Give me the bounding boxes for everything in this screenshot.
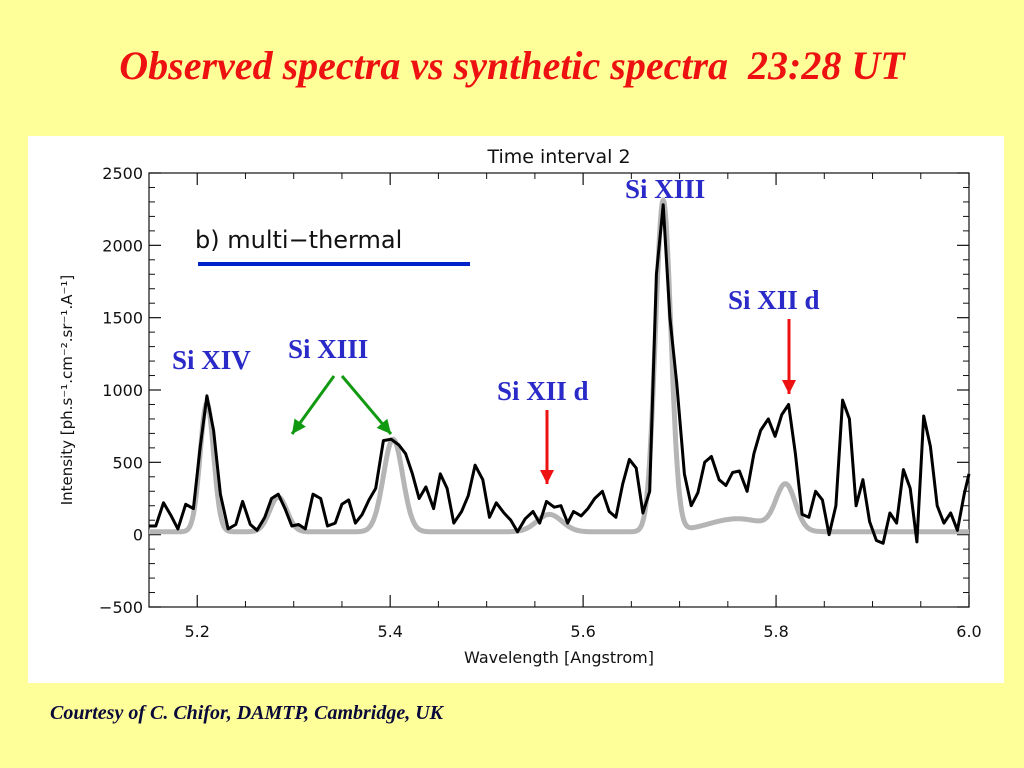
legend-layer: b) multi−thermal xyxy=(195,226,470,266)
axes-layer: Time interval 2 −500 0 500 1000 1500 2000 2500 5… xyxy=(58,146,982,667)
observed-spectrum-line xyxy=(149,203,971,545)
x-tick-label: 5.8 xyxy=(763,622,788,641)
plot-panel: Time interval 2 −500 0 500 1000 1500 2000 2500 5… xyxy=(28,136,1004,683)
arrow-red-left-head xyxy=(540,470,554,484)
credit-text: Courtesy of C. Chifor, DAMTP, Cambridge,… xyxy=(50,702,444,724)
annotation-layer: Si XIV Si XIII Si XIII Si XII d Si XII d xyxy=(172,174,820,484)
arrow-green-left-head xyxy=(292,418,306,434)
label-si-xiii-left: Si XIII xyxy=(288,334,368,364)
y-tick-label: 0 xyxy=(133,526,143,545)
x-tick-label: 5.4 xyxy=(377,622,402,641)
x-tick-label: 5.6 xyxy=(570,622,595,641)
spectrum-chart: Time interval 2 −500 0 500 1000 1500 2000 2500 5… xyxy=(58,146,982,667)
label-si-xiii-peak: Si XIII xyxy=(625,174,705,204)
label-si-xii-d-left: Si XII d xyxy=(497,376,589,406)
y-tick-label: 1500 xyxy=(102,309,143,328)
x-axis-label: Wavelength [Angstrom] xyxy=(464,648,654,667)
arrow-green-right xyxy=(340,375,393,435)
y-tick-label: 2500 xyxy=(102,164,143,183)
y-axis-label: Intensity [ph.s⁻¹.cm⁻².sr⁻¹.A⁻¹] xyxy=(58,275,76,506)
y-tick-label: 500 xyxy=(112,453,143,472)
arrow-red-right xyxy=(782,319,796,394)
label-si-xii-d-right: Si XII d xyxy=(728,285,820,315)
arrow-green-right-head xyxy=(376,418,391,434)
label-si-xiv: Si XIV xyxy=(172,345,251,375)
x-tick-label: 5.2 xyxy=(185,622,210,641)
y-tick-label: 1000 xyxy=(102,381,143,400)
slide-title: Observed spectra vs synthetic spectra 23… xyxy=(119,43,905,88)
y-tick-label: 2000 xyxy=(102,236,143,255)
legend-label: b) multi−thermal xyxy=(195,226,402,254)
y-tick-label: −500 xyxy=(99,598,143,617)
arrow-red-right-head xyxy=(782,380,796,394)
arrow-green-left xyxy=(290,375,336,435)
arrow-red-left xyxy=(540,410,554,484)
chart-title: Time interval 2 xyxy=(486,146,630,168)
data-layer xyxy=(147,197,971,545)
x-tick-label: 6.0 xyxy=(956,622,981,641)
